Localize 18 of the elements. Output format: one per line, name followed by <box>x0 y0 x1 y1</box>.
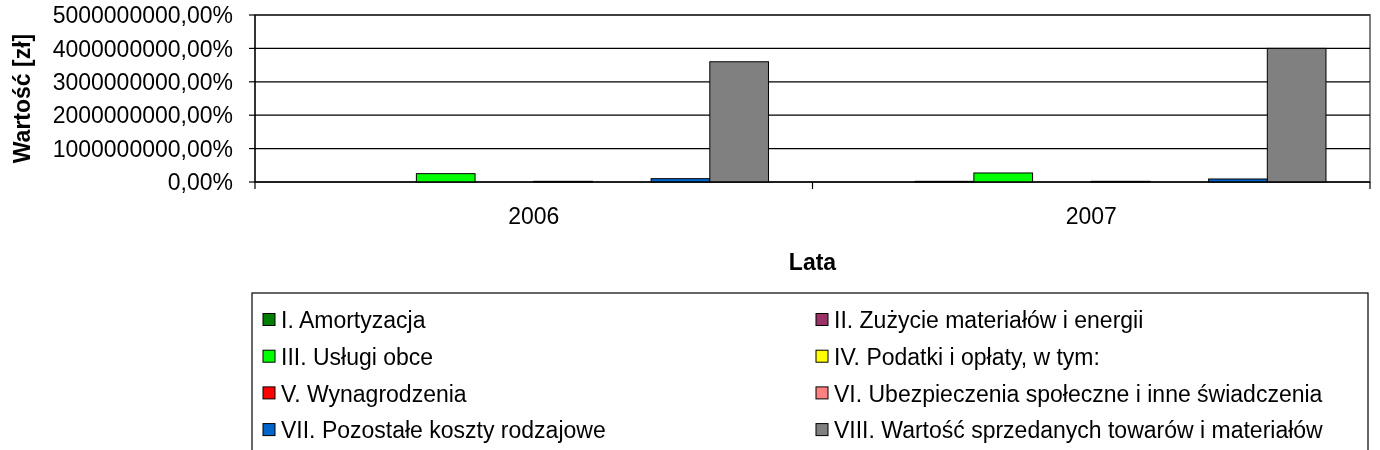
legend-label: III. Usługi obce <box>281 343 434 370</box>
y-tick-label: 0,00% <box>167 169 233 196</box>
legend-label: II. Zużycie materiałów i energii <box>834 307 1144 334</box>
y-tick-label: 4000000000,00% <box>52 35 233 62</box>
y-axis-title: Wartość [zł] <box>9 33 36 164</box>
legend-label: VIII. Wartość sprzedanych towarów i materiałów <box>834 417 1324 444</box>
x-axis-title: Lata <box>788 249 837 276</box>
legend-label: I. Amortyzacja <box>281 307 426 334</box>
y-tick-label: 3000000000,00% <box>52 69 233 96</box>
legend-label: IV. Podatki i opłaty, w tym: <box>834 343 1100 370</box>
y-tick-label: 1000000000,00% <box>52 135 233 162</box>
y-tick-label: 2000000000,00% <box>52 102 233 129</box>
legend-label: V. Wynagrodzenia <box>281 380 467 407</box>
legend-label: VI. Ubezpieczenia społeczne i inne świadczenia <box>834 380 1323 407</box>
x-tick-label: 2006 <box>508 203 560 230</box>
legend-label: VII. Pozostałe koszty rodzajowe <box>281 417 606 444</box>
y-tick-label: 5000000000,00% <box>52 2 233 29</box>
x-tick-label: 2007 <box>1065 203 1117 230</box>
